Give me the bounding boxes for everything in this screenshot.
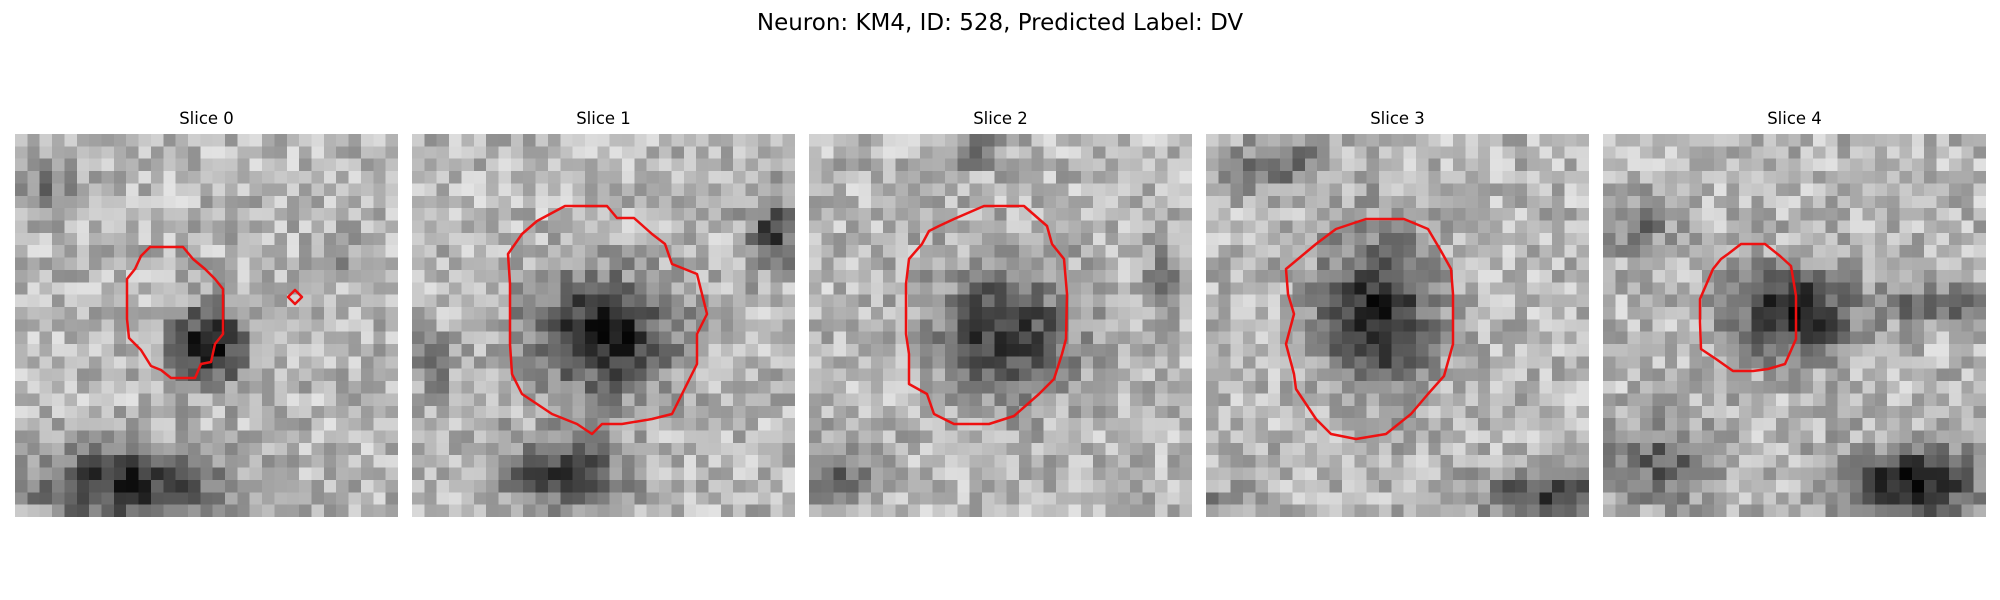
slice-pixels-1 [412, 134, 795, 517]
slice-image-1 [412, 134, 795, 517]
segmentation-contour-0-1 [286, 288, 304, 306]
slice-pixels-0 [15, 134, 398, 517]
figure-title: Neuron: KM4, ID: 528, Predicted Label: D… [756, 10, 1244, 36]
slice-panel-3: Slice 3 [1206, 108, 1589, 518]
slice-image-3 [1206, 134, 1589, 517]
slice-image-0-svg [15, 134, 398, 517]
segmentation-contour-1 [506, 204, 709, 436]
slice-title-1: Slice 1 [576, 109, 631, 128]
slice-panel-0: Slice 0 [15, 108, 398, 518]
slice-title-2: Slice 2 [973, 109, 1028, 128]
slice-title-0: Slice 0 [179, 109, 234, 128]
slice-panel-2: Slice 2 [809, 108, 1192, 518]
slice-pixels-2 [809, 134, 1192, 517]
segmentation-contour-4 [1698, 242, 1798, 373]
slice-image-0 [15, 134, 398, 517]
slice-image-2-svg [809, 134, 1192, 517]
slice-image-4 [1603, 134, 1986, 517]
slice-image-2 [809, 134, 1192, 517]
slice-image-1-svg [412, 134, 795, 517]
slice-image-4-svg [1603, 134, 1986, 517]
slice-pixels-3 [1206, 134, 1589, 517]
slice-panel-4: Slice 4 [1603, 108, 1986, 518]
segmentation-contour-0 [125, 245, 225, 380]
slice-pixels-4 [1603, 134, 1986, 517]
slice-panel-1: Slice 1 [412, 108, 795, 518]
segmentation-contour-3 [1284, 217, 1455, 441]
slice-title-3: Slice 3 [1370, 109, 1425, 128]
segmentation-contour-2 [904, 204, 1069, 426]
slice-image-3-svg [1206, 134, 1589, 517]
slice-title-4: Slice 4 [1767, 109, 1822, 128]
